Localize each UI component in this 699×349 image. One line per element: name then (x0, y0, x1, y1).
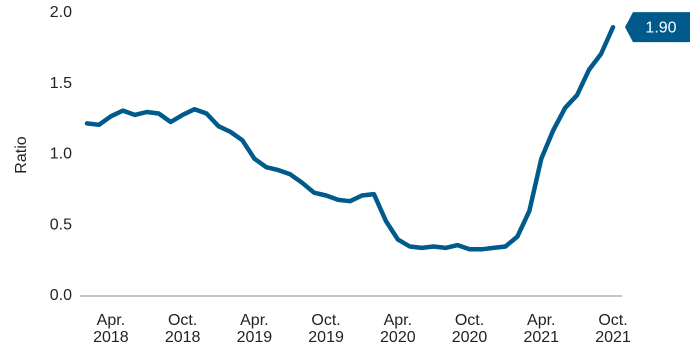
x-tick-label: Apr. 2019 (236, 312, 273, 346)
value-label: 1.90 (645, 19, 676, 36)
x-tick-label: Oct. 2020 (451, 312, 488, 346)
y-tick-label: 0.5 (50, 216, 72, 233)
x-tick-label: Oct. 2021 (595, 312, 631, 346)
y-tick-label: 0.0 (50, 287, 72, 304)
y-tick-label: 1.5 (50, 75, 72, 92)
x-tick-label: Oct. 2019 (308, 312, 344, 346)
x-tick-label: Apr. 2021 (523, 312, 560, 346)
callout (625, 12, 690, 43)
y-axis-label: Ratio (13, 136, 30, 173)
y-tick-label: 1.0 (50, 146, 72, 163)
x-tick-label: Apr. 2020 (380, 312, 416, 346)
y-tick-label: 2.0 (50, 4, 72, 21)
x-tick-label: Apr. 2018 (93, 312, 129, 346)
line (84, 24, 616, 252)
x-tick-label: Oct. 2018 (164, 312, 201, 346)
